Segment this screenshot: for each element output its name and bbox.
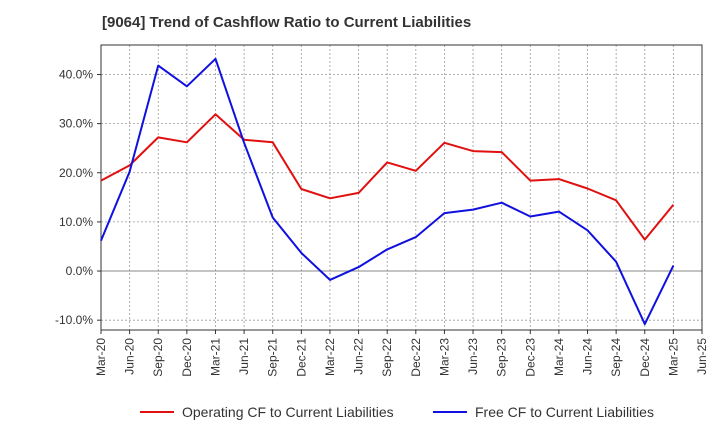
x-tick-label: Dec-20 bbox=[180, 338, 194, 377]
x-tick-label: Jun-20 bbox=[123, 338, 137, 375]
x-tick-label: Jun-21 bbox=[237, 338, 251, 375]
legend-label-operating-cf: Operating CF to Current Liabilities bbox=[182, 404, 394, 420]
x-tick-label: Dec-23 bbox=[523, 338, 537, 377]
legend-item-operating-cf: Operating CF to Current Liabilities bbox=[140, 404, 394, 420]
y-tick-label: 0.0% bbox=[66, 264, 94, 278]
y-tick-label: 10.0% bbox=[59, 215, 93, 229]
x-tick-label: Mar-21 bbox=[208, 338, 222, 376]
x-tick-label: Dec-21 bbox=[294, 338, 308, 377]
grid bbox=[101, 45, 702, 330]
x-tick-label: Mar-20 bbox=[94, 338, 108, 376]
legend-item-free-cf: Free CF to Current Liabilities bbox=[433, 404, 654, 420]
series-lines bbox=[100, 57, 675, 326]
x-tick-label: Mar-25 bbox=[666, 338, 680, 376]
x-tick-label: Jun-24 bbox=[581, 338, 595, 375]
x-tick-label: Dec-24 bbox=[638, 338, 652, 377]
y-tick-label: 40.0% bbox=[59, 67, 93, 81]
series-line-1 bbox=[100, 57, 675, 326]
plot-area-border bbox=[100, 44, 703, 331]
x-tick-label: Sep-20 bbox=[151, 338, 165, 377]
x-tick-label: Mar-22 bbox=[323, 338, 337, 376]
y-tick-label: 30.0% bbox=[59, 117, 93, 131]
x-tick-label: Sep-21 bbox=[266, 338, 280, 377]
x-tick-label: Jun-22 bbox=[352, 338, 366, 375]
x-tick-label: Sep-23 bbox=[495, 338, 509, 377]
y-tick-label: -10.0% bbox=[55, 313, 93, 327]
x-tick-label: Dec-22 bbox=[409, 338, 423, 377]
legend-swatch-free-cf bbox=[433, 411, 467, 413]
x-tick-label: Mar-23 bbox=[437, 338, 451, 376]
chart-title: [9064] Trend of Cashflow Ratio to Curren… bbox=[102, 14, 472, 31]
y-tick-label: 20.0% bbox=[59, 166, 93, 180]
legend: Operating CF to Current Liabilities Free… bbox=[0, 404, 720, 424]
legend-label-free-cf: Free CF to Current Liabilities bbox=[475, 404, 654, 420]
axes: -10.0% 0.0% 10.0% 20.0% 30.0% 40.0% Mar-20 Jun-… bbox=[55, 44, 709, 377]
x-tick-label: Sep-22 bbox=[380, 338, 394, 377]
x-tick-label: Jun-23 bbox=[466, 338, 480, 375]
x-tick-label: Sep-24 bbox=[609, 338, 623, 377]
series-line-0 bbox=[100, 113, 675, 241]
x-tick-label: Jun-25 bbox=[695, 338, 709, 375]
x-tick-label: Mar-24 bbox=[552, 338, 566, 376]
legend-swatch-operating-cf bbox=[140, 411, 174, 413]
